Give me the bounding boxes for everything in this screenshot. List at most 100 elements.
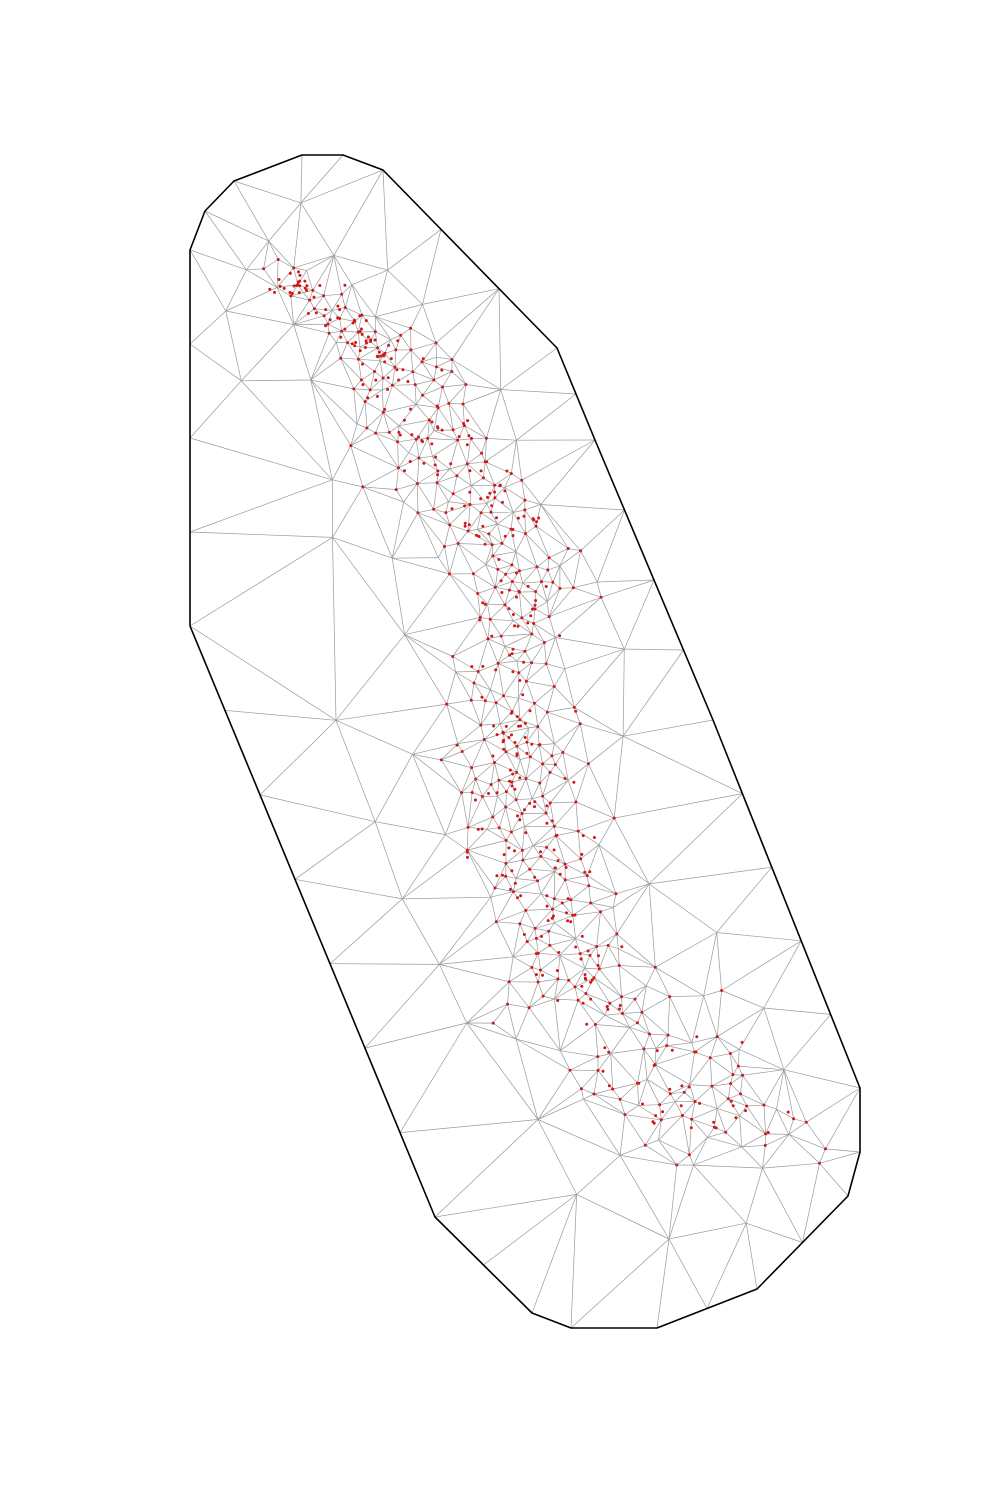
mesh-edge: [595, 1024, 612, 1054]
observation-point: [536, 879, 539, 883]
mesh-edge: [241, 379, 311, 382]
mesh-edge: [574, 986, 587, 994]
mesh-edge: [554, 801, 577, 827]
mesh-edge: [659, 1104, 662, 1120]
observation-point: [470, 766, 474, 770]
mesh-edge: [481, 438, 487, 454]
mesh-edge: [562, 902, 574, 916]
mesh-edge: [416, 438, 428, 440]
mesh-edge: [585, 993, 606, 1016]
mesh-edge: [414, 384, 417, 405]
observation-point: [534, 973, 538, 977]
mesh-edge: [335, 719, 413, 755]
mesh-edge: [765, 1133, 789, 1135]
mesh-edge: [788, 1118, 794, 1135]
mesh-edge: [577, 993, 587, 1001]
mesh-edge: [519, 759, 527, 779]
mesh-edge: [538, 952, 560, 956]
observation-point: [508, 768, 512, 772]
mesh-edge: [533, 845, 547, 848]
observation-point: [583, 973, 587, 977]
observation-point: [476, 827, 480, 831]
observation-point: [440, 428, 444, 432]
observation-point: [623, 1113, 627, 1117]
observation-point: [369, 338, 373, 342]
observation-point: [524, 908, 528, 912]
observation-point: [550, 916, 554, 920]
observation-point: [611, 1087, 615, 1091]
mesh-edge: [452, 475, 458, 494]
mesh-edge: [522, 859, 530, 870]
mesh-edge: [466, 1022, 517, 1040]
mesh-edge: [341, 284, 353, 295]
mesh-edge: [417, 457, 420, 484]
observation-point: [487, 792, 490, 795]
mesh-edge: [467, 829, 488, 851]
mesh-edge: [390, 334, 401, 340]
mesh-edge: [494, 863, 507, 889]
mesh-edge: [711, 1074, 734, 1087]
mesh-edge: [554, 986, 576, 1000]
mesh-edge: [576, 1155, 621, 1195]
mesh-edge: [666, 1042, 692, 1046]
mesh-edge: [570, 899, 591, 904]
mesh-edge: [545, 812, 555, 827]
observation-point: [563, 862, 567, 866]
mesh-edge: [278, 259, 294, 269]
mesh-edge: [361, 371, 375, 381]
mesh-edge: [518, 697, 535, 704]
observation-point: [434, 365, 438, 369]
mesh-edge: [739, 1048, 785, 1071]
observation-point: [523, 808, 526, 812]
mesh-edge: [500, 635, 506, 647]
observation-point: [387, 343, 391, 347]
mesh-edge: [505, 876, 514, 892]
mesh-edge: [494, 875, 506, 889]
mesh-edge: [549, 938, 576, 946]
observation-point: [762, 1103, 766, 1107]
mesh-edge: [600, 579, 655, 598]
mesh-edge: [516, 798, 533, 801]
mesh-edge: [468, 529, 478, 532]
mesh-edge: [565, 879, 589, 887]
observation-point: [714, 1126, 718, 1130]
mesh-edge: [658, 1139, 678, 1166]
mesh-edge: [412, 361, 423, 372]
mesh-edge: [412, 754, 462, 793]
mesh-edge: [484, 438, 487, 462]
observation-point: [435, 481, 439, 485]
mesh-edge: [654, 1051, 695, 1065]
mesh-edge: [494, 497, 514, 513]
mesh-edge: [381, 389, 384, 413]
mesh-edge: [327, 324, 330, 334]
mesh-edge: [293, 267, 307, 272]
observation-point: [558, 634, 562, 638]
mesh-edge: [432, 439, 458, 457]
mesh-edge: [655, 1034, 669, 1049]
mesh-edge: [762, 1167, 803, 1243]
mesh-edge: [511, 826, 525, 833]
mesh-edge: [414, 384, 423, 396]
mesh-edge: [596, 933, 617, 947]
observation-point: [537, 516, 541, 520]
observation-point: [538, 743, 542, 747]
mesh-edge: [467, 849, 507, 864]
observation-point: [587, 884, 591, 888]
observation-point: [364, 339, 368, 343]
mesh-edge: [622, 1011, 642, 1014]
observation-point: [353, 344, 357, 348]
mesh-edge: [382, 169, 388, 271]
mesh-edge: [408, 452, 420, 459]
mesh-edge: [548, 557, 561, 567]
mesh-edge: [551, 755, 556, 765]
observation-point: [476, 592, 480, 595]
mesh-edge: [542, 796, 547, 814]
observation-point: [530, 742, 534, 746]
mesh-edge: [490, 887, 496, 898]
mesh-edge: [471, 778, 477, 793]
mesh-edge: [310, 379, 354, 390]
mesh-edge: [462, 403, 487, 439]
mesh-edge: [634, 998, 643, 1013]
observation-point: [465, 462, 469, 466]
mesh-edge: [473, 682, 491, 691]
